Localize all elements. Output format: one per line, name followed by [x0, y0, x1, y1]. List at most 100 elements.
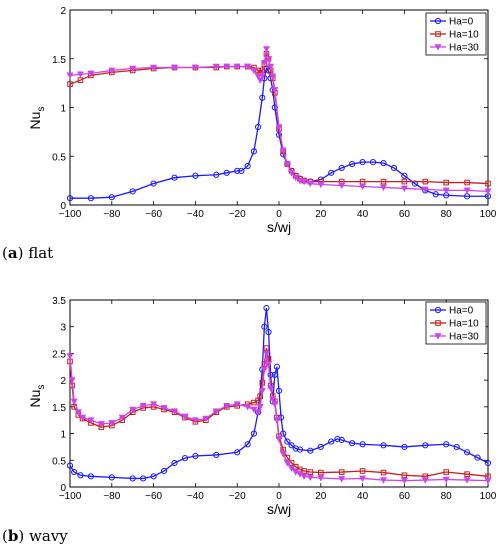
data-point [279, 147, 287, 155]
data-point [66, 462, 74, 469]
legend-entry: Ha=0 [449, 17, 474, 28]
data-point [434, 333, 442, 340]
data-point [463, 187, 471, 195]
data-point [244, 162, 251, 170]
data-point [359, 468, 366, 474]
caption-letter: a [8, 244, 18, 262]
data-point [160, 467, 168, 475]
y-tick-label: 2 [60, 376, 66, 387]
data-point [434, 17, 442, 25]
data-point [443, 441, 450, 448]
data-point [213, 451, 220, 459]
x-tick-label: 40 [357, 491, 369, 502]
data-point [443, 179, 449, 186]
x-axis-label: s/wj [267, 501, 291, 517]
data-point [234, 167, 241, 174]
data-point [317, 475, 325, 482]
data-point [79, 414, 87, 422]
x-tick-label: 80 [441, 209, 453, 220]
legend: Ha=0 Ha=10 Ha=30 [425, 12, 487, 56]
y-tick-label: 0 [60, 483, 66, 494]
x-tick-label: −80 [103, 209, 120, 220]
data-point [464, 449, 471, 456]
data-point [275, 387, 283, 394]
series-line [69, 307, 489, 480]
data-point [379, 184, 388, 192]
figure-caption: (a) flat [2, 244, 53, 262]
data-point [192, 452, 199, 460]
y-tick-label: 1 [60, 430, 66, 441]
data-point [349, 160, 356, 168]
data-point [70, 398, 78, 406]
data-point [250, 430, 258, 437]
data-point [421, 186, 429, 194]
data-point [334, 435, 341, 443]
data-point [349, 440, 356, 447]
data-point [260, 59, 268, 67]
data-point [191, 417, 199, 424]
x-tick-label: −100 [59, 209, 82, 220]
data-point [390, 164, 398, 172]
data-point [422, 178, 429, 185]
data-point [160, 405, 168, 412]
data-point [255, 123, 262, 131]
legend-entry: Ha=10 [449, 30, 479, 41]
data-point [67, 81, 73, 87]
x-tick-label: 20 [315, 491, 327, 502]
data-point [256, 404, 264, 411]
x-tick-label: 80 [441, 491, 453, 502]
data-point [422, 442, 429, 449]
y-axis-label: Nus [27, 385, 47, 408]
data-point [108, 194, 115, 201]
data-point [434, 306, 442, 314]
data-point [307, 447, 314, 454]
data-point [129, 406, 137, 414]
data-point [238, 167, 245, 174]
figure-caption: (b) wavy [2, 527, 68, 545]
data-point [306, 474, 314, 482]
data-point [401, 172, 408, 179]
chart-panel-a: −100 −80 −60 −40 −20 0 20 40 60 80 100 0 0.5 1 1.5 2 s/w… [2, 6, 497, 262]
data-point [369, 159, 377, 166]
data-point [380, 469, 387, 476]
data-point [421, 477, 429, 484]
data-point [97, 421, 105, 428]
data-point [223, 169, 230, 176]
data-point [401, 443, 408, 451]
data-point [484, 459, 492, 467]
data-point [283, 161, 291, 168]
data-point [283, 460, 291, 467]
legend: Ha=0 Ha=10 Ha=30 [425, 301, 487, 345]
x-tick-label: −20 [229, 491, 246, 502]
legend-entry: Ha=0 [449, 306, 474, 317]
data-point [150, 473, 157, 480]
caption-close: ) [18, 244, 29, 262]
y-tick-label: 3.5 [52, 296, 66, 307]
data-point [244, 441, 251, 448]
data-point [234, 449, 241, 456]
data-point [233, 63, 241, 71]
data-point [442, 476, 450, 484]
x-tick-label: −40 [187, 491, 204, 502]
x-tick-label: −60 [145, 209, 162, 220]
x-tick-label: 0 [276, 209, 282, 220]
data-point [108, 474, 115, 481]
data-point [271, 401, 279, 408]
legend-entry: Ha=30 [449, 43, 479, 54]
caption-text: flat [28, 244, 53, 262]
data-point [485, 180, 491, 187]
data-point [273, 417, 281, 424]
data-point [108, 420, 116, 427]
data-point [74, 409, 82, 416]
data-point [288, 170, 296, 177]
data-point [76, 71, 84, 78]
data-point [474, 454, 481, 461]
data-point [181, 455, 189, 462]
data-point [288, 465, 296, 472]
data-point [318, 469, 324, 476]
x-tick-label: 20 [315, 209, 327, 220]
data-point [380, 159, 387, 167]
data-point [484, 477, 492, 485]
data-point [260, 366, 268, 374]
data-point [359, 159, 366, 166]
